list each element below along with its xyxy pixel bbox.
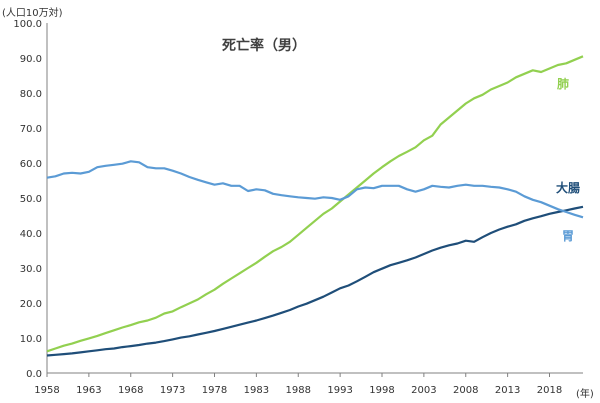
- x-tick-label: 1983: [244, 385, 269, 396]
- y-tick-label: 40.0: [20, 229, 42, 240]
- y-axis-unit-label: (人口10万対): [2, 6, 63, 19]
- series-line-lung: [46, 55, 584, 353]
- series-label-stomach: 胃: [562, 229, 574, 243]
- axes: [46, 23, 583, 377]
- y-tick-label: 100.0: [13, 19, 42, 30]
- x-tick-label: 2008: [453, 385, 478, 396]
- y-tick-label: 90.0: [20, 54, 42, 65]
- series-label-lung: 肺: [557, 76, 569, 91]
- x-tick-label: 1968: [118, 385, 143, 396]
- x-tick-labels: 1958 1963 1968 1973 1978 1983 1988 1993 1998 2003…: [34, 385, 562, 396]
- series-lines: [46, 55, 584, 357]
- y-tick-label: 20.0: [20, 299, 42, 310]
- x-tick-label: 1958: [34, 385, 59, 396]
- y-tick-label: 50.0: [20, 194, 42, 205]
- x-tick-label: 2013: [495, 385, 520, 396]
- x-tick-label: 2003: [411, 385, 436, 396]
- x-tick-label: 2018: [537, 385, 562, 396]
- y-tick-label: 60.0: [20, 159, 42, 170]
- x-axis-unit-label: (年): [576, 387, 594, 400]
- x-tick-label: 1978: [202, 385, 227, 396]
- x-tick-label: 1973: [160, 385, 185, 396]
- chart-title: 死亡率（男）: [221, 37, 306, 54]
- x-tick-label: 1988: [286, 385, 311, 396]
- x-tick-label: 1998: [369, 385, 394, 396]
- x-tick-label: 1993: [327, 385, 352, 396]
- series-label-colorectal: 大腸: [556, 180, 580, 195]
- y-tick-label: 0.0: [26, 369, 42, 380]
- y-tick-label: 70.0: [20, 124, 42, 135]
- y-tick-label: 80.0: [20, 89, 42, 100]
- x-tick-label: 1963: [76, 385, 101, 396]
- y-tick-label: 30.0: [20, 264, 42, 275]
- series-line-stomach: [46, 160, 584, 219]
- series-line-colorectal: [46, 205, 584, 357]
- y-tick-labels: 0.0 10.0 20.0 30.0 40.0 50.0 60.0 70.0 80.0 90.0 1…: [13, 19, 42, 380]
- y-tick-label: 10.0: [20, 334, 42, 345]
